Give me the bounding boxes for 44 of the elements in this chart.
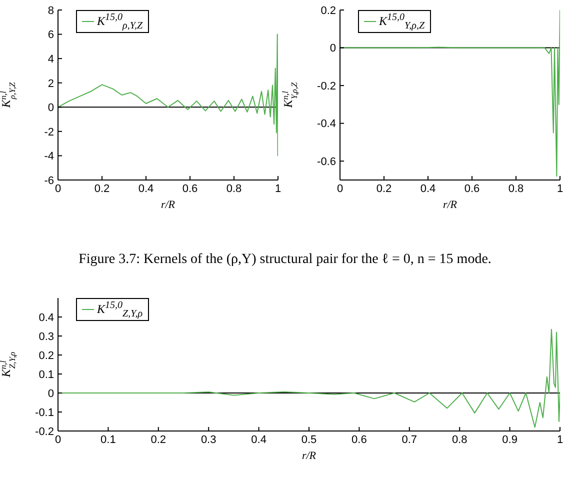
x-tick-label: 1 — [274, 182, 282, 195]
y-tick-label: -0.2 — [317, 80, 336, 92]
y-tick-label: 4 — [48, 53, 54, 66]
x-tick-label: 0.6 — [182, 182, 198, 195]
x-tick-label: 0.8 — [508, 182, 524, 195]
x-tick-label: 0.1 — [100, 434, 116, 446]
y-tick-label: -0.1 — [35, 406, 54, 419]
x-tick-label: 0.2 — [150, 434, 166, 446]
y-tick-label: 0.1 — [38, 368, 54, 381]
x-tick-label: 0.6 — [464, 182, 480, 195]
y-tick-label: 0 — [330, 42, 336, 55]
x-tick-label: 0.6 — [352, 434, 367, 446]
x-tick-label: 0.8 — [452, 434, 468, 446]
y-tick-label: -2 — [44, 126, 54, 138]
y-tick-label: -6 — [44, 174, 54, 187]
x-tick-label: 0.4 — [251, 434, 266, 446]
y-tick-label: -0.4 — [317, 118, 336, 130]
x-tick-label: 0.3 — [200, 434, 216, 446]
y-tick-label: 0.2 — [38, 350, 54, 362]
x-tick-label: 0.2 — [376, 182, 392, 195]
x-tick-label: 0.4 — [138, 182, 154, 195]
y-tick-label: 0.3 — [38, 330, 54, 343]
x-tick-label: 0.4 — [420, 182, 436, 195]
y-tick-label: 0 — [48, 102, 54, 114]
x-tick-label: 0.9 — [502, 434, 518, 446]
y-tick-label: -0.2 — [35, 426, 54, 438]
y-tick-label: 2 — [48, 78, 54, 90]
y-tick-label: 8 — [48, 4, 54, 17]
caption: Figure 3.7: Kernels of the (ρ,Y) structural pair for the ℓ = 0, n = 15 mode. — [78, 252, 492, 268]
y-tick-label: 6 — [48, 29, 54, 42]
x-tick-label: 0.7 — [402, 434, 418, 446]
y-tick-label: -4 — [44, 150, 54, 163]
y-tick-label: -0.6 — [317, 156, 336, 168]
x-axis-title: r/R — [442, 199, 458, 211]
x-axis-title: r/R — [302, 450, 316, 462]
x-tick-label: 1 — [556, 182, 564, 195]
y-tick-label: 0.4 — [38, 312, 54, 324]
y-tick-label: 0.2 — [320, 4, 336, 17]
x-tick-label: 0.5 — [301, 434, 317, 446]
x-tick-label: 1 — [556, 434, 564, 446]
x-tick-label: 0.2 — [94, 182, 110, 195]
x-tick-label: 0.8 — [226, 182, 242, 195]
x-axis-title: r/R — [160, 199, 176, 211]
y-tick-label: 0 — [48, 388, 54, 400]
